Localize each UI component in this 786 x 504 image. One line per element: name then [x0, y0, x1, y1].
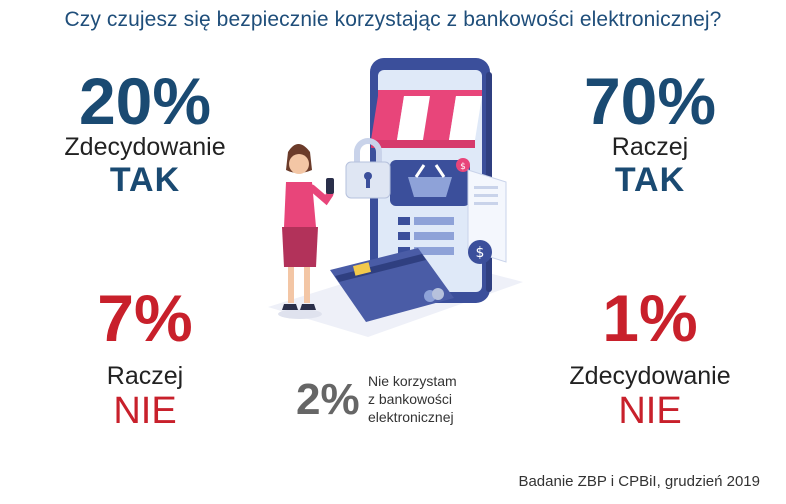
stat-zdecydowanie-tak: 20% Zdecydowanie TAK	[40, 68, 250, 199]
padlock-icon	[345, 138, 391, 199]
shopping-basket-icon: $	[390, 158, 470, 206]
stat-answer: TAK	[614, 160, 686, 199]
stat-description-line: elektronicznej	[368, 409, 454, 426]
stat-percent: 70%	[583, 64, 717, 138]
phone-shop-illustration: $ $	[268, 58, 523, 337]
stat-answer: TAK	[109, 160, 181, 199]
stat-raczej-nie: 7% Raczej NIE	[40, 285, 250, 432]
stat-answer: NIE	[113, 389, 177, 432]
credit-card-icon	[330, 248, 454, 322]
stat-description: Nie korzystam z bankowości elektroniczne…	[368, 372, 498, 427]
stat-answer: NIE	[618, 389, 682, 432]
stat-label: Zdecydowanie	[64, 133, 226, 161]
stat-percent: 2%	[296, 375, 360, 424]
svg-text:$: $	[476, 245, 485, 261]
dollar-coin-icon: $	[468, 240, 492, 264]
stat-nie-korzystam: 2% Nie korzystam z bankowości elektronic…	[296, 372, 496, 442]
stat-label: Zdecydowanie	[569, 362, 731, 390]
stat-raczej-tak: 70% Raczej TAK	[545, 68, 755, 199]
stat-description-line: Nie korzystam	[368, 373, 457, 389]
stat-percent: 1%	[602, 281, 698, 355]
stat-percent: 7%	[97, 281, 193, 355]
source-note: Badanie ZBP i CPBiI, grudzień 2019	[518, 473, 760, 490]
list-lines	[398, 217, 454, 255]
woman-with-phone-icon	[278, 144, 334, 319]
stat-percent: 20%	[78, 64, 212, 138]
stat-description-line: z bankowości	[368, 391, 453, 408]
stat-label: Raczej	[106, 362, 184, 390]
stat-zdecydowanie-nie: 1% Zdecydowanie NIE	[545, 285, 755, 432]
receipt-icon	[467, 169, 507, 263]
svg-text:$: $	[460, 162, 466, 172]
stat-label: Raczej	[611, 133, 689, 161]
awning-icon	[371, 90, 482, 148]
page-title: Czy czujesz się bezpiecznie korzystając …	[64, 8, 722, 31]
